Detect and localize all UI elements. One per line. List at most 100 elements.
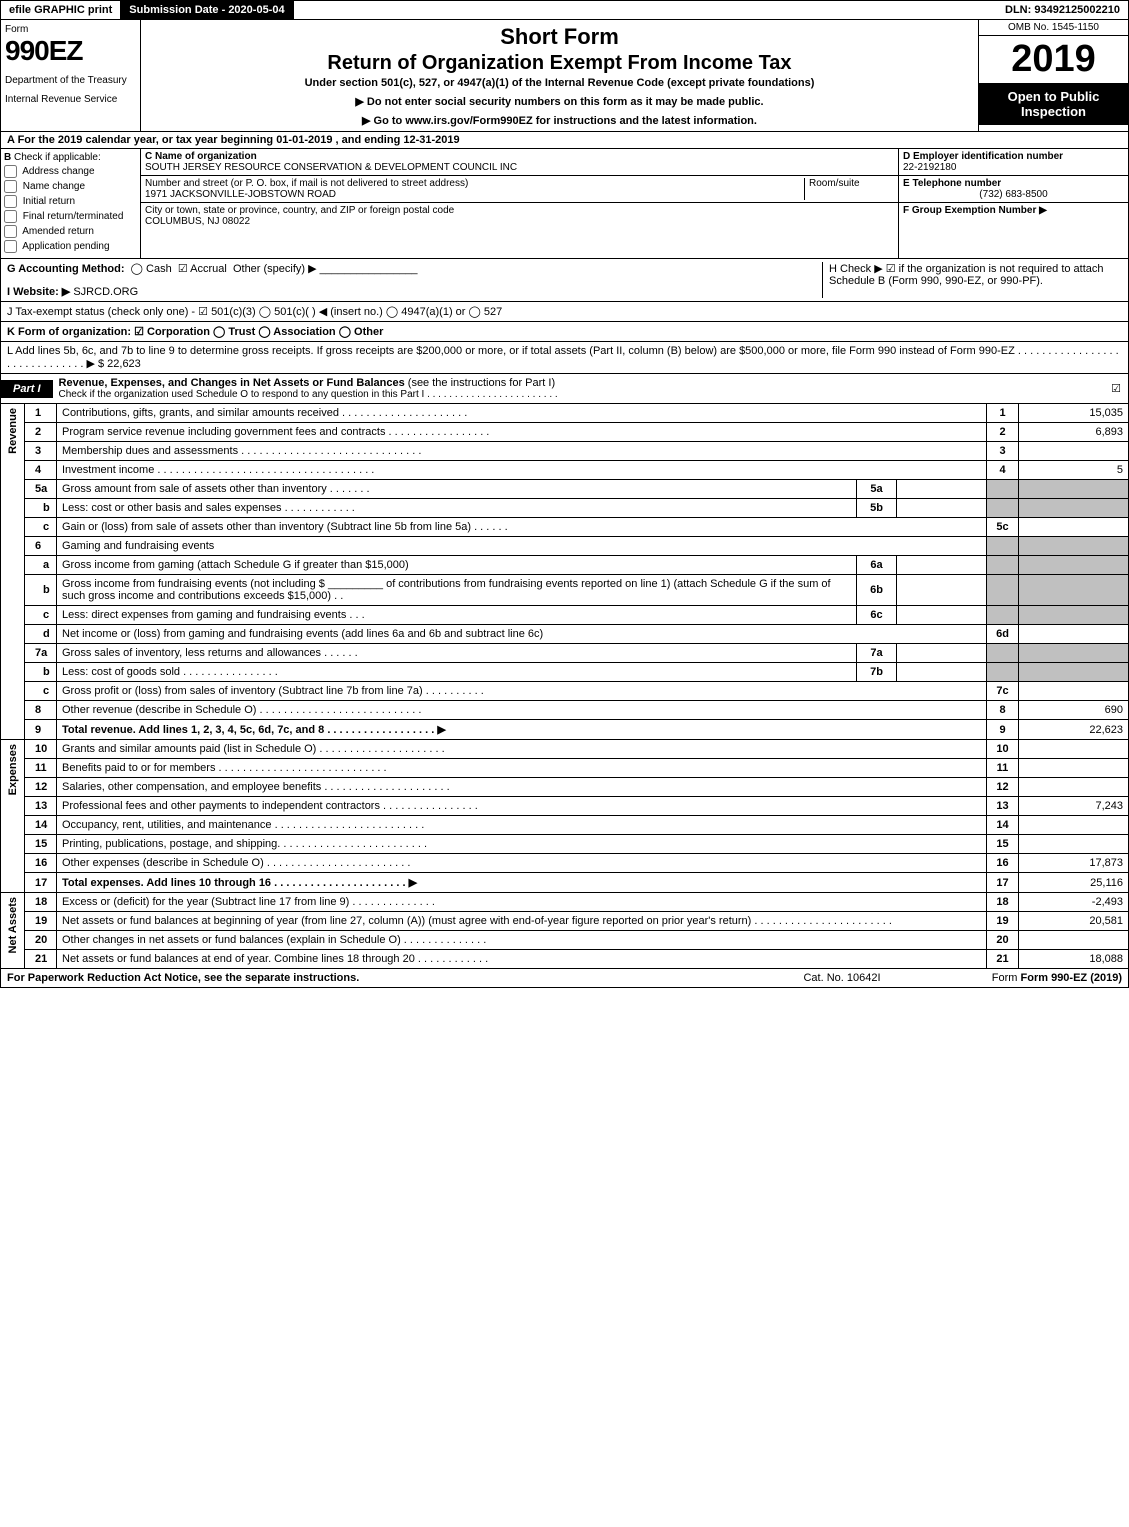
entity-info: B Check if applicable: Address change Na… [0,149,1129,259]
line-7a: 7aGross sales of inventory, less returns… [25,644,1129,663]
line-6c: cLess: direct expenses from gaming and f… [25,606,1129,625]
org-name: SOUTH JERSEY RESOURCE CONSERVATION & DEV… [145,162,517,173]
chk-initial-return[interactable]: Initial return [4,195,137,208]
line-3: 3Membership dues and assessments . . . .… [25,442,1129,461]
line-6b: bGross income from fundraising events (n… [25,575,1129,606]
h-text: H Check ▶ ☑ if the organization is not r… [829,263,1104,287]
line-5b: bLess: cost or other basis and sales exp… [25,499,1129,518]
g-accrual[interactable]: Accrual [190,263,227,275]
line-17: 17Total expenses. Add lines 10 through 1… [25,873,1129,893]
subtitle: Under section 501(c), 527, or 4947(a)(1)… [149,77,970,89]
expenses-section: Expenses 10Grants and similar amounts pa… [0,740,1129,893]
row-l: L Add lines 5b, 6c, and 7b to line 9 to … [0,342,1129,374]
c-name-label: C Name of organization [145,151,257,162]
footer-formref: Form Form 990-EZ (2019) [942,972,1122,984]
part1-header: Part I Revenue, Expenses, and Changes in… [0,374,1129,404]
header-left: Form 990EZ Department of the Treasury In… [1,20,141,131]
c-city-label: City or town, state or province, country… [145,205,454,216]
org-city: COLUMBUS, NJ 08022 [145,216,250,227]
submission-date-label: Submission Date - 2020-05-04 [121,1,293,19]
efile-print-button[interactable]: efile GRAPHIC print [1,1,121,19]
chk-amended-return[interactable]: Amended return [4,225,137,238]
e-tel-label: E Telephone number [903,178,1001,189]
section-b: B Check if applicable: Address change Na… [1,149,141,258]
main-title: Return of Organization Exempt From Incom… [149,52,970,75]
k-text: K Form of organization: ☑ Corporation ◯ … [7,326,383,338]
line-4: 4Investment income . . . . . . . . . . .… [25,461,1129,480]
g-other[interactable]: Other (specify) ▶ [233,263,317,275]
row-j: J Tax-exempt status (check only one) - ☑… [0,302,1129,322]
short-form-title: Short Form [149,24,970,50]
org-street: 1971 JACKSONVILLE-JOBSTOWN ROAD [145,189,336,200]
part1-checkbox[interactable]: ☑ [1104,382,1128,395]
footer-left: For Paperwork Reduction Act Notice, see … [7,972,742,984]
line-9: 9Total revenue. Add lines 1, 2, 3, 4, 5c… [25,720,1129,740]
d-ein-label: D Employer identification number [903,151,1063,162]
section-c: C Name of organization SOUTH JERSEY RESO… [141,149,898,258]
expenses-table: 10Grants and similar amounts paid (list … [24,740,1129,893]
g-cash[interactable]: Cash [146,263,172,275]
line-8: 8Other revenue (describe in Schedule O) … [25,701,1129,720]
line-5c: cGain or (loss) from sale of assets othe… [25,518,1129,537]
j-text: J Tax-exempt status (check only one) - ☑… [7,306,502,318]
line-11: 11Benefits paid to or for members . . . … [25,759,1129,778]
line-12: 12Salaries, other compensation, and empl… [25,778,1129,797]
line-21: 21Net assets or fund balances at end of … [25,950,1129,969]
line-6: 6Gaming and fundraising events [25,537,1129,556]
dept-irs: Internal Revenue Service [5,94,136,105]
line-7b: bLess: cost of goods sold . . . . . . . … [25,663,1129,682]
header-right: OMB No. 1545-1150 2019 Open to Public In… [978,20,1128,131]
c-addr-label: Number and street (or P. O. box, if mail… [145,178,468,189]
g-label: G Accounting Method: [7,263,125,275]
chk-final-return[interactable]: Final return/terminated [4,210,137,223]
dept-treasury: Department of the Treasury [5,75,136,86]
chk-application-pending[interactable]: Application pending [4,240,137,253]
revenue-section: Revenue 1Contributions, gifts, grants, a… [0,404,1129,740]
net-assets-table: 18Excess or (deficit) for the year (Subt… [24,893,1129,969]
chk-address-change[interactable]: Address change [4,165,137,178]
line-10: 10Grants and similar amounts paid (list … [25,740,1129,759]
tax-period-row: A For the 2019 calendar year, or tax yea… [0,132,1129,149]
page-footer: For Paperwork Reduction Act Notice, see … [0,969,1129,988]
i-label: I Website: ▶ [7,286,70,298]
omb-number: OMB No. 1545-1150 [979,20,1128,36]
line-19: 19Net assets or fund balances at beginni… [25,912,1129,931]
line-6d: dNet income or (loss) from gaming and fu… [25,625,1129,644]
line-18: 18Excess or (deficit) for the year (Subt… [25,893,1129,912]
telephone-value: (732) 683-8500 [903,189,1124,200]
revenue-side-label: Revenue [0,404,24,740]
line-14: 14Occupancy, rent, utilities, and mainte… [25,816,1129,835]
top-toolbar: efile GRAPHIC print Submission Date - 20… [0,0,1129,20]
revenue-table: 1Contributions, gifts, grants, and simil… [24,404,1129,740]
expenses-side-label: Expenses [0,740,24,893]
line-15: 15Printing, publications, postage, and s… [25,835,1129,854]
ssn-warning: ▶ Do not enter social security numbers o… [149,95,970,108]
room-suite-label: Room/suite [809,178,860,189]
part1-subtext: Check if the organization used Schedule … [59,389,1098,400]
line-2: 2Program service revenue including gover… [25,423,1129,442]
section-d-e-f: D Employer identification number 22-2192… [898,149,1128,258]
toolbar-spacer [294,1,997,19]
line-6a: aGross income from gaming (attach Schedu… [25,556,1129,575]
line-7c: cGross profit or (loss) from sales of in… [25,682,1129,701]
line-16: 16Other expenses (describe in Schedule O… [25,854,1129,873]
dln-label: DLN: 93492125002210 [997,1,1128,19]
form-word: Form [5,24,136,35]
l-text: L Add lines 5b, 6c, and 7b to line 9 to … [7,345,1119,370]
tax-year: 2019 [979,36,1128,83]
row-g-h: G Accounting Method: ◯ Cash ☑ Accrual Ot… [0,259,1129,302]
line-20: 20Other changes in net assets or fund ba… [25,931,1129,950]
row-k: K Form of organization: ☑ Corporation ◯ … [0,322,1129,342]
form-header: Form 990EZ Department of the Treasury In… [0,20,1129,132]
goto-link[interactable]: ▶ Go to www.irs.gov/Form990EZ for instru… [149,114,970,127]
ein-value: 22-2192180 [903,162,956,173]
line-1: 1Contributions, gifts, grants, and simil… [25,404,1129,423]
chk-name-change[interactable]: Name change [4,180,137,193]
footer-catno: Cat. No. 10642I [742,972,942,984]
part1-title: Revenue, Expenses, and Changes in Net As… [53,374,1104,403]
header-title-block: Short Form Return of Organization Exempt… [141,20,978,131]
open-to-public: Open to Public Inspection [979,83,1128,125]
website-link[interactable]: SJRCD.ORG [73,286,138,298]
b-label: Check if applicable: [14,152,101,163]
line-13: 13Professional fees and other payments t… [25,797,1129,816]
